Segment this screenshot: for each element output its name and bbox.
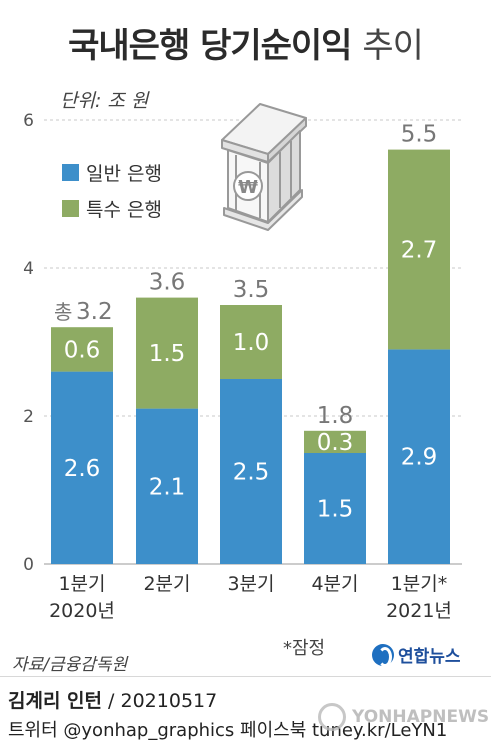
footer-divider <box>0 676 491 677</box>
x-tick-label: 3분기 <box>227 573 274 595</box>
value-labels: 2.6 0.6 총 3.2 2.1 1.5 3.6 2.5 1.0 3.5 1.5 0.31.8 2.9… <box>54 122 437 523</box>
bar-general <box>220 379 282 564</box>
title-main: 국내은행 당기순이익 <box>68 26 352 66</box>
bar-special <box>388 149 450 350</box>
y-tick-label: 2 <box>23 407 34 427</box>
total-prefix: 총 <box>54 300 72 324</box>
credit-date: / 20210517 <box>102 690 218 712</box>
total-label: 3.6 <box>149 270 186 296</box>
total-label: 3.5 <box>233 277 270 303</box>
value-label-special: 0.6 <box>64 337 101 363</box>
total-label: 5.5 <box>401 122 438 148</box>
preliminary-note: *잠정 <box>283 638 326 659</box>
data-source: 자료/금융감독원 <box>12 655 128 675</box>
x-tick-label: 1분기 <box>58 573 105 595</box>
value-label-general: 2.1 <box>149 474 186 500</box>
watermark-text: YONHAPNEWS <box>352 707 490 727</box>
bar-special <box>51 327 113 372</box>
value-label-general: 2.6 <box>64 456 101 482</box>
y-tick-label: 6 <box>23 111 34 131</box>
legend: 일반 은행 특수 은행 <box>62 163 162 221</box>
bars <box>51 149 450 564</box>
x-tick-label: 2분기 <box>143 573 190 595</box>
svg-text:₩: ₩ <box>238 177 258 198</box>
watermark-logo-icon <box>318 703 346 731</box>
bar-general <box>304 453 366 564</box>
credit-author: 김계리 인턴 <box>8 690 103 712</box>
value-label-general: 2.9 <box>401 445 438 471</box>
value-label-special: 1.0 <box>233 330 270 356</box>
legend-label-special: 특수 은행 <box>86 199 162 221</box>
total-label: 3.2 <box>76 299 113 325</box>
unit-label: 단위: 조 원 <box>60 90 149 112</box>
bar-general <box>136 408 198 564</box>
y-axis: 0 2 4 6 <box>23 111 34 575</box>
x-axis: 1분기 2020년 2분기 3분기 4분기 1분기* 2021년 <box>49 573 452 622</box>
bar-general <box>388 349 450 564</box>
x-tick-label: 2020년 <box>49 600 115 622</box>
value-label-special: 0.3 <box>317 430 354 456</box>
value-label-special: 2.7 <box>401 238 438 264</box>
y-tick-label: 0 <box>23 555 34 575</box>
bar-special <box>220 305 282 379</box>
yonhap-logo-icon <box>372 643 394 667</box>
y-tick-label: 4 <box>23 259 34 279</box>
legend-swatch-special <box>62 200 79 217</box>
bar-general <box>51 371 113 564</box>
yonhap-logo-text: 연합뉴스 <box>398 647 461 667</box>
bank-building-won-icon: ₩ <box>221 103 307 231</box>
yonhap-logo: 연합뉴스 <box>372 642 461 667</box>
x-tick-label: 1분기* <box>391 573 448 595</box>
x-tick-label: 2021년 <box>386 600 452 622</box>
legend-label-general: 일반 은행 <box>86 163 162 185</box>
legend-swatch-general <box>62 164 79 181</box>
credit-author-date: 김계리 인턴 / 20210517 <box>8 686 217 713</box>
total-label: 1.8 <box>317 403 354 429</box>
value-label-general: 2.5 <box>233 460 270 486</box>
bar-special <box>304 430 366 453</box>
chart-title: 국내은행 당기순이익 추이 <box>0 18 491 67</box>
watermark: YONHAPNEWS <box>318 703 489 731</box>
x-tick-label: 4분기 <box>311 573 358 595</box>
bar-special <box>136 297 198 409</box>
value-label-special: 1.5 <box>149 341 186 367</box>
value-label-general: 1.5 <box>317 497 354 523</box>
title-suffix: 추이 <box>362 26 424 66</box>
